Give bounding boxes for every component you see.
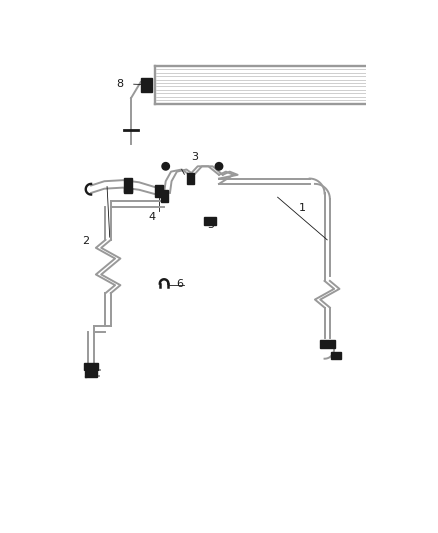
Text: 3: 3: [191, 152, 198, 162]
Bar: [332, 352, 341, 359]
Bar: [141, 78, 152, 92]
Text: 6: 6: [177, 279, 184, 289]
Text: 2: 2: [82, 236, 89, 246]
Circle shape: [215, 163, 223, 170]
Bar: [161, 190, 168, 202]
Bar: [204, 217, 216, 225]
Circle shape: [162, 163, 170, 170]
Text: 5: 5: [207, 220, 214, 230]
Bar: [320, 340, 335, 348]
Text: 4: 4: [148, 212, 155, 222]
Text: 1: 1: [299, 203, 306, 213]
Bar: [124, 188, 132, 193]
Text: 8: 8: [116, 79, 123, 89]
Bar: [85, 371, 97, 377]
Bar: [418, 78, 429, 92]
Bar: [187, 173, 194, 184]
Bar: [155, 185, 162, 197]
Bar: [124, 178, 132, 191]
Bar: [85, 363, 98, 370]
